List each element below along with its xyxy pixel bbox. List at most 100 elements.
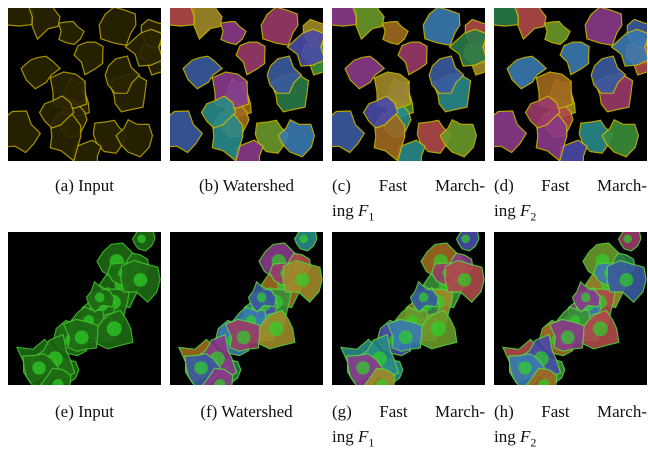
cell [545, 22, 571, 45]
caption-text: ing [332, 427, 354, 446]
cell [352, 8, 384, 39]
cell [236, 42, 265, 75]
cell [494, 111, 526, 153]
nucleus [237, 330, 251, 344]
nucleus [419, 293, 429, 303]
caption-line: ing F1 [332, 198, 485, 229]
panel-image [332, 8, 485, 161]
caption-text: Input [78, 402, 114, 421]
nucleus [399, 330, 413, 344]
cell [332, 8, 357, 26]
caption: (a) Input [8, 173, 161, 199]
cell-image [8, 232, 161, 385]
caption: (f) Watershed [170, 399, 323, 425]
cell [398, 42, 427, 75]
figure: (a) Input (b) Watershed (c) Fast March-ing… [0, 0, 648, 449]
cell [59, 22, 85, 45]
cell-image [494, 232, 647, 385]
panel-image [8, 8, 161, 161]
nucleus [137, 234, 146, 243]
panel-image [494, 232, 647, 385]
cell [585, 8, 622, 45]
cell [494, 8, 519, 26]
caption: (b) Watershed [170, 173, 323, 199]
nucleus [257, 293, 267, 303]
cell [221, 22, 247, 45]
caption-text: ing [494, 427, 516, 446]
cell-image [332, 232, 485, 385]
caption-subscript: 2 [530, 209, 536, 223]
nucleus [581, 293, 591, 303]
cell [514, 8, 546, 39]
caption: (e) Input [8, 399, 161, 425]
caption-label: (a) [55, 176, 74, 195]
nucleus [107, 321, 122, 336]
caption-line: ing F2 [494, 424, 647, 449]
nucleus [461, 234, 470, 243]
caption-text: Fast March- [541, 402, 647, 421]
caption-label: (c) [332, 176, 351, 195]
nucleus [75, 330, 89, 344]
cell [8, 111, 40, 153]
caption-text: ing [332, 201, 354, 220]
cell [99, 8, 136, 45]
caption-label: (g) [332, 402, 352, 421]
nucleus [593, 321, 608, 336]
caption-line: (g) Fast March- [332, 399, 485, 425]
cell [8, 8, 33, 26]
caption-line: (h) Fast March- [494, 399, 647, 425]
nucleus [296, 273, 310, 287]
cell [170, 111, 202, 153]
caption-subscript: 1 [368, 209, 374, 223]
caption-math: F [520, 201, 530, 220]
panel-image [170, 232, 323, 385]
panel-image [494, 8, 647, 161]
cell [278, 120, 314, 157]
panel-image [170, 8, 323, 161]
caption-line: ing F2 [494, 198, 647, 229]
cell [383, 22, 409, 45]
cell [602, 120, 638, 157]
caption-label: (e) [55, 402, 74, 421]
caption-text: Watershed [221, 402, 292, 421]
nucleus [95, 293, 105, 303]
caption-text: Input [78, 176, 114, 195]
caption-subscript: 2 [530, 435, 536, 449]
cell-image [494, 8, 647, 161]
caption-text: Fast March- [379, 402, 485, 421]
caption-math: F [520, 427, 530, 446]
caption-text: Watershed [223, 176, 294, 195]
cell-image [332, 8, 485, 161]
nucleus [620, 273, 634, 287]
caption-text: Fast March- [541, 176, 647, 195]
caption-math: F [358, 427, 368, 446]
cell [440, 120, 476, 157]
caption-label: (h) [494, 402, 514, 421]
cell [332, 111, 364, 153]
panel-image [332, 232, 485, 385]
cell-image [170, 232, 323, 385]
nucleus [32, 361, 45, 374]
caption-text: Fast March- [379, 176, 485, 195]
nucleus [269, 321, 284, 336]
panel-image [8, 232, 161, 385]
caption-text: ing [494, 201, 516, 220]
cell [28, 8, 60, 39]
nucleus [431, 321, 446, 336]
caption-label: (d) [494, 176, 514, 195]
caption-line: (d) Fast March- [494, 173, 647, 199]
cell-image [170, 8, 323, 161]
caption-math: F [358, 201, 368, 220]
cell [170, 8, 195, 26]
nucleus [458, 273, 472, 287]
nucleus [623, 234, 632, 243]
cell [423, 8, 460, 45]
nucleus [561, 330, 575, 344]
cell-image [8, 8, 161, 161]
nucleus [356, 361, 369, 374]
caption-label: (f) [200, 402, 217, 421]
caption-line: (c) Fast March- [332, 173, 485, 199]
nucleus [194, 361, 207, 374]
cell [560, 42, 589, 75]
caption-line: ing F1 [332, 424, 485, 449]
